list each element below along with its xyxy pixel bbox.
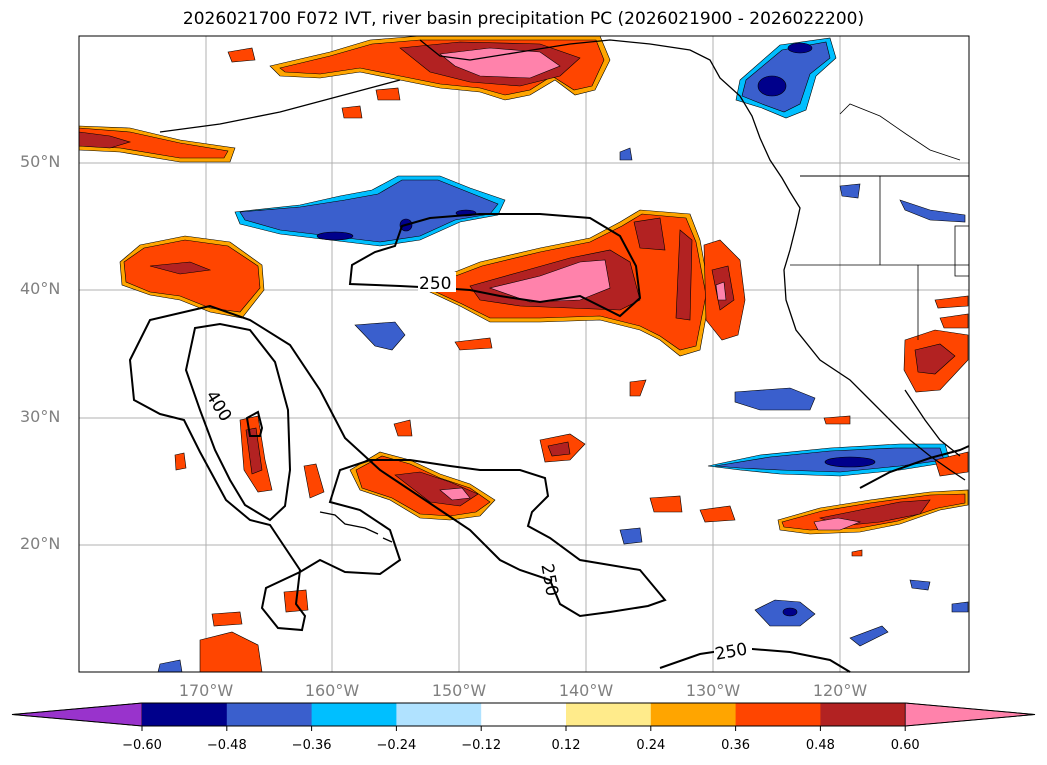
negative-anomaly-patches (157, 37, 969, 673)
colorbar-segment (311, 703, 397, 726)
colorbar-tick-label: 0.48 (805, 738, 835, 753)
lon-label-170w: 170°W (178, 681, 234, 700)
positive-anomaly-patches (78, 35, 969, 673)
lon-label-150w: 150°W (431, 681, 487, 700)
ivt-contours (128, 213, 970, 673)
colorbar-extend-high (904, 702, 1036, 727)
colorbar-segment (396, 703, 482, 726)
colorbar-segment (481, 703, 567, 726)
contour-label-250-north: 250 (419, 274, 451, 294)
lat-label-40n: 40°N (20, 279, 61, 298)
colorbar-tick-label: −0.24 (376, 738, 417, 753)
lon-label-160w: 160°W (304, 681, 360, 700)
colorbar-segment (226, 703, 313, 726)
lat-label-30n: 30°N (20, 407, 61, 426)
colorbar-tick-label: 0.24 (636, 738, 666, 753)
colorbar-tick-label: 0.60 (890, 738, 920, 753)
colorbar-tick-label: −0.12 (461, 738, 502, 753)
lat-label-20n: 20°N (20, 534, 61, 553)
colorbar-tick-label: −0.36 (291, 738, 332, 753)
lon-label-140w: 140°W (558, 681, 614, 700)
colorbar-segment (142, 703, 228, 726)
colorbar-segment (650, 703, 737, 726)
colorbar-tick-label: −0.60 (122, 738, 162, 753)
colorbar-extend-low (11, 702, 143, 727)
lat-label-50n: 50°N (20, 152, 61, 171)
colorbar-segment (735, 703, 821, 726)
coastlines (159, 39, 970, 543)
colorbar-tick-label: 0.36 (721, 738, 751, 753)
colorbar-segment (566, 703, 652, 726)
colorbar-segment (820, 703, 906, 726)
map-title: 2026021700 F072 IVT, river basin precipi… (182, 9, 865, 29)
lon-label-120w: 120°W (812, 681, 868, 700)
colorbar-tick-label: 0.12 (551, 738, 581, 753)
lon-label-130w: 130°W (685, 681, 741, 700)
colorbar-tick-label: −0.48 (206, 738, 247, 753)
colorbar (11, 702, 1036, 731)
